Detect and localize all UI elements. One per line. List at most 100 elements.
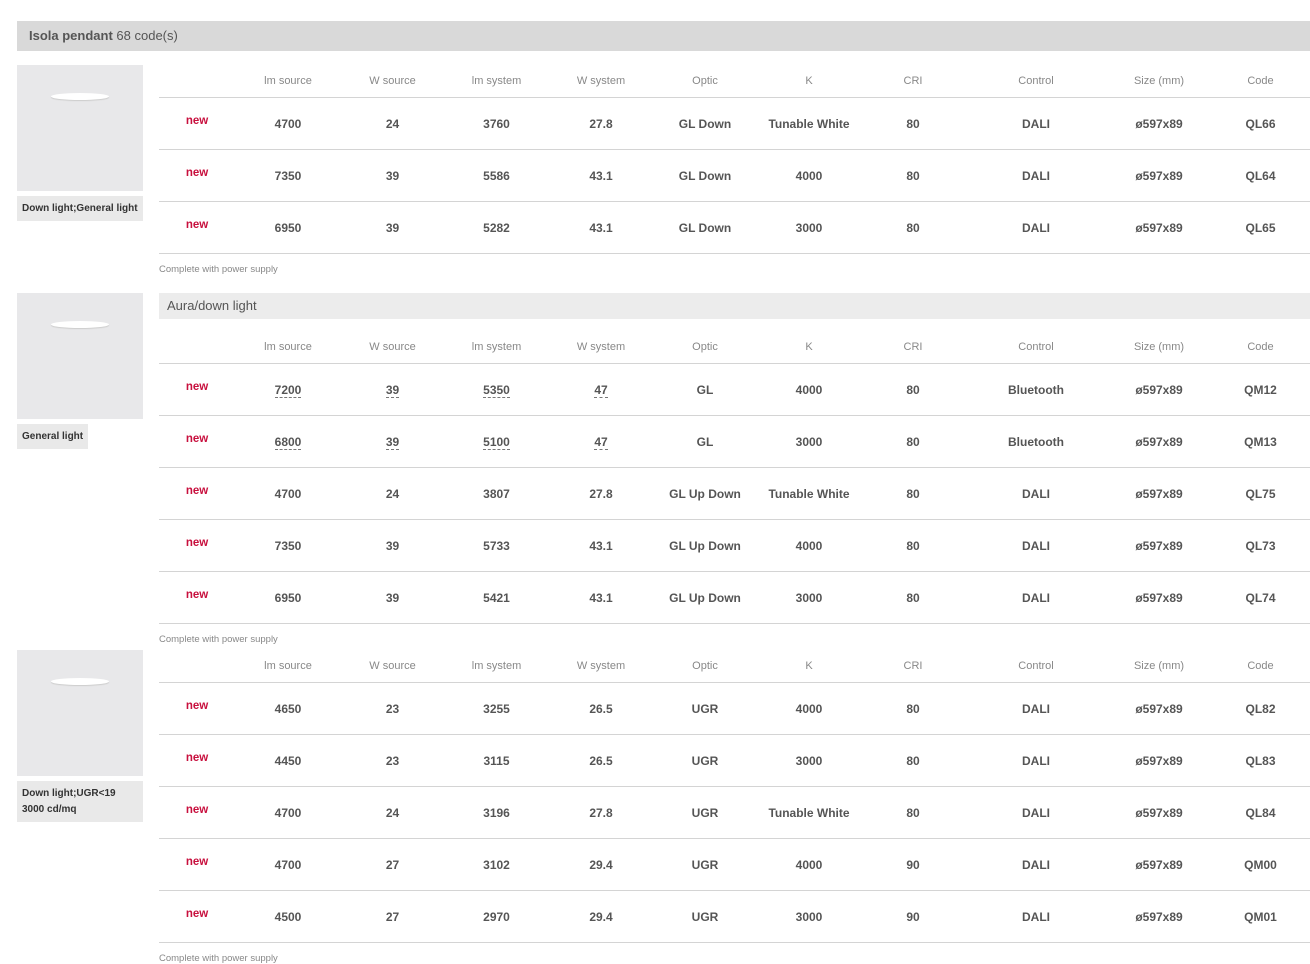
table-row[interactable]: new 4700 24 3196 27.8 UGR Tunable White 80 DALI ø… — [159, 786, 1310, 839]
w-source-value: 23 — [385, 701, 400, 716]
lm-source-value: 4650 — [274, 701, 302, 716]
control-value: DALI — [1022, 590, 1050, 605]
subfamily-title: Aura/down light — [159, 293, 1310, 319]
cell-badge: new — [159, 149, 235, 202]
lm-system-value[interactable]: 5350 — [483, 382, 510, 398]
cell-size: ø597x89 — [1107, 734, 1211, 787]
code-value: QM12 — [1244, 382, 1277, 397]
column-header: K — [757, 650, 861, 683]
lm-source-value: 7350 — [274, 538, 302, 553]
cell-lm-system: 3807 — [444, 467, 549, 520]
family-name: Isola pendant — [29, 28, 113, 43]
table-row[interactable]: new 6800 39 5100 47 GL 3000 80 Bluetooth ø597x89 Q… — [159, 415, 1310, 468]
application-tag: Down light;General light — [17, 196, 143, 221]
cell-size: ø597x89 — [1107, 201, 1211, 254]
cell-optic: UGR — [653, 682, 757, 735]
cri-value: 80 — [906, 220, 920, 235]
new-badge: new — [185, 537, 209, 549]
cell-lm-source: 6950 — [235, 571, 341, 624]
control-value: DALI — [1022, 168, 1050, 183]
w-system-value[interactable]: 47 — [594, 434, 608, 450]
lm-source-value[interactable]: 7200 — [274, 382, 302, 398]
code-value: QL82 — [1245, 701, 1276, 716]
size-value: ø597x89 — [1135, 220, 1183, 235]
cell-size: ø597x89 — [1107, 363, 1211, 416]
cell-optic: UGR — [653, 838, 757, 891]
optic-value: UGR — [691, 857, 719, 872]
column-header: CRI — [861, 331, 965, 364]
table-row[interactable]: new 6950 39 5421 43.1 GL Up Down 3000 80 DALI ø59… — [159, 571, 1310, 624]
table-row[interactable]: new 4700 24 3807 27.8 GL Up Down Tunable White… — [159, 467, 1310, 520]
cell-lm-system: 3196 — [444, 786, 549, 839]
control-value: DALI — [1022, 538, 1050, 553]
w-system-value[interactable]: 47 — [594, 382, 608, 398]
column-header: CRI — [861, 65, 965, 98]
k-value: Tunable White — [768, 116, 850, 131]
cell-k: 3000 — [757, 201, 861, 254]
cell-cri: 80 — [861, 519, 965, 572]
lm-source-value[interactable]: 6800 — [274, 434, 302, 450]
cell-w-source: 39 — [341, 363, 444, 416]
new-badge: new — [185, 433, 209, 445]
cri-value: 90 — [906, 909, 920, 924]
table-row[interactable]: new 4700 24 3760 27.8 GL Down Tunable White 80 D… — [159, 97, 1310, 150]
lm-system-value: 3760 — [483, 116, 510, 131]
table-row[interactable]: new 6950 39 5282 43.1 GL Down 3000 80 DALI ø597x8… — [159, 201, 1310, 254]
table-row[interactable]: new 4700 27 3102 29.4 UGR 4000 90 DALI ø597x89 QM0… — [159, 838, 1310, 891]
column-header: Code — [1211, 650, 1310, 683]
table-row[interactable]: new 4450 23 3115 26.5 UGR 3000 80 DALI ø597x89 QL8… — [159, 734, 1310, 787]
cell-w-source: 39 — [341, 415, 444, 468]
w-system-value: 43.1 — [589, 168, 613, 183]
cell-badge: new — [159, 467, 235, 520]
cell-code: QL75 — [1211, 467, 1310, 520]
product-image[interactable] — [17, 65, 143, 191]
w-source-value[interactable]: 39 — [385, 434, 400, 450]
cell-lm-source: 4700 — [235, 786, 341, 839]
w-source-value: 39 — [385, 590, 400, 605]
code-value: QM01 — [1244, 909, 1277, 924]
cell-badge: new — [159, 97, 235, 150]
lm-system-value: 3102 — [483, 857, 510, 872]
family-header: Isola pendant 68 code(s) — [17, 21, 1310, 51]
k-value: 4000 — [795, 168, 823, 183]
product-image[interactable] — [17, 293, 143, 419]
table-row[interactable]: new 4500 27 2970 29.4 UGR 3000 90 DALI ø597x89 QM0… — [159, 890, 1310, 943]
column-header: lm source — [235, 65, 341, 98]
w-source-value[interactable]: 39 — [385, 382, 400, 398]
table-row[interactable]: new 7350 39 5733 43.1 GL Up Down 4000 80 DALI ø59… — [159, 519, 1310, 572]
cell-w-source: 39 — [341, 571, 444, 624]
table-row[interactable]: new 4650 23 3255 26.5 UGR 4000 80 DALI ø597x89 QL8… — [159, 682, 1310, 735]
lm-system-value[interactable]: 5100 — [483, 434, 510, 450]
lamp-disc-shape — [51, 678, 109, 685]
size-value: ø597x89 — [1135, 538, 1183, 553]
code-count: 68 code(s) — [116, 28, 178, 43]
cell-lm-source: 4500 — [235, 890, 341, 943]
size-value: ø597x89 — [1135, 701, 1183, 716]
optic-value: UGR — [691, 805, 719, 820]
w-source-value: 23 — [385, 753, 400, 768]
cell-badge: new — [159, 838, 235, 891]
table-row[interactable]: new 7350 39 5586 43.1 GL Down 4000 80 DALI ø597x8… — [159, 149, 1310, 202]
cell-k: 3000 — [757, 734, 861, 787]
code-value: QL64 — [1245, 168, 1276, 183]
column-header — [159, 65, 235, 98]
cri-value: 80 — [906, 805, 920, 820]
new-badge: new — [185, 589, 209, 601]
k-value: 4000 — [795, 857, 823, 872]
product-table: lm source W source lm system W system Optic K… — [159, 650, 1310, 964]
new-badge: new — [185, 856, 209, 868]
power-supply-note: Complete with power supply — [159, 634, 278, 645]
column-header: W system — [549, 65, 653, 98]
cell-cri: 80 — [861, 149, 965, 202]
optic-value: UGR — [691, 909, 719, 924]
cell-w-system: 43.1 — [549, 201, 653, 254]
lm-system-value: 5282 — [483, 220, 510, 235]
lm-source-value: 4500 — [274, 909, 302, 924]
cell-w-system: 29.4 — [549, 890, 653, 943]
table-row[interactable]: new 7200 39 5350 47 GL 4000 80 Bluetooth ø597x89 Q… — [159, 363, 1310, 416]
cell-optic: GL Down — [653, 201, 757, 254]
lm-source-value: 4700 — [274, 486, 302, 501]
product-image[interactable] — [17, 650, 143, 776]
lm-system-value: 3255 — [483, 701, 510, 716]
cell-w-system: 29.4 — [549, 838, 653, 891]
